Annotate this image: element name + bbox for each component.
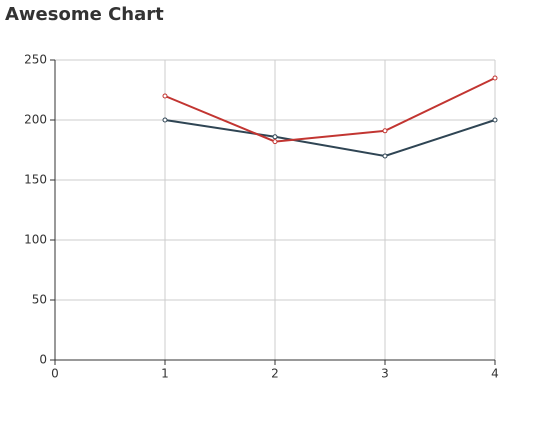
point bbox=[272, 134, 278, 140]
point bbox=[382, 128, 388, 134]
x-tick-label: 3 bbox=[381, 367, 389, 381]
y-tick-label: 50 bbox=[32, 293, 47, 307]
line-series bbox=[164, 119, 496, 158]
x-tick-label: 2 bbox=[271, 367, 279, 381]
point bbox=[492, 75, 498, 81]
y-tick-label: 200 bbox=[24, 113, 47, 127]
point bbox=[272, 139, 278, 145]
point bbox=[492, 117, 498, 123]
x-tick-label: 0 bbox=[51, 367, 59, 381]
y-tick-label: 0 bbox=[39, 353, 47, 367]
x-tick-label: 1 bbox=[161, 367, 169, 381]
point bbox=[162, 117, 168, 123]
point bbox=[162, 93, 168, 99]
chart-title: Awesome Chart bbox=[5, 4, 164, 25]
y-tick-label: 150 bbox=[24, 173, 47, 187]
point bbox=[382, 153, 388, 159]
y-tick-label: 250 bbox=[24, 53, 47, 67]
x-tick-label: 4 bbox=[491, 367, 499, 381]
line-series bbox=[164, 77, 496, 143]
y-tick-label: 100 bbox=[24, 233, 47, 247]
